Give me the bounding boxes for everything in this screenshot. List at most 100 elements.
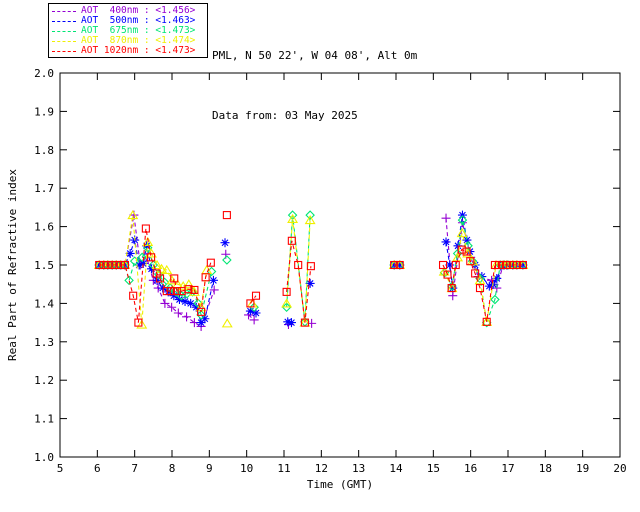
asterisk-marker (445, 260, 455, 270)
square-marker (197, 307, 206, 316)
square-marker (108, 260, 117, 270)
square-marker (156, 274, 165, 283)
diamond-marker (222, 255, 232, 265)
asterisk-marker (134, 260, 144, 270)
x-tick-label: 20 (613, 462, 626, 475)
y-tick-label: 1.7 (34, 182, 54, 195)
square-marker (166, 287, 175, 296)
square-marker (512, 260, 522, 270)
plot-frame: 5 6 7 8 9 10 11 12 13 14 15 16 17 18 19 20 1.0 1.1 1.2 1.3 1… (34, 67, 627, 475)
square-marker (170, 274, 179, 283)
triangle-marker (221, 318, 233, 328)
asterisk-marker (125, 248, 135, 258)
square-marker (482, 317, 491, 326)
asterisk-marker (457, 210, 467, 220)
y-tick-label: 1.9 (34, 105, 54, 118)
x-axis-title: Time (GMT) (307, 478, 373, 491)
square-marker (141, 224, 150, 233)
plus-marker (173, 308, 183, 318)
asterisk-marker (208, 275, 218, 285)
asterisk-marker (395, 260, 405, 270)
square-marker (222, 211, 231, 220)
asterisk-marker (200, 314, 210, 324)
plus-marker (209, 285, 219, 295)
square-marker (206, 258, 215, 267)
x-tick-label: 14 (389, 462, 403, 475)
x-tick-label: 12 (315, 462, 328, 475)
y-axis-title: Real Part of Refractive index (6, 169, 19, 361)
square-marker (147, 253, 156, 262)
triangle-marker (156, 263, 168, 273)
legend-item-aot-870nm: AOT 870nm : <1.474> (52, 36, 204, 46)
legend-label: AOT 870nm : <1.474> (81, 35, 196, 46)
square-marker (306, 262, 315, 271)
square-marker (116, 260, 125, 270)
triangle-marker (161, 264, 173, 275)
legend-dash-swatch (52, 20, 76, 22)
legend-label: AOT 675nm : <1.473> (81, 25, 196, 36)
square-marker (184, 285, 193, 294)
series-line (248, 314, 255, 321)
header: PML, N 50 22', W 04 08', Alt 0m Data fro… (212, 6, 417, 166)
legend-item-aot-400nm: AOT 400nm : <1.456> (52, 6, 204, 16)
y-tick-label: 1.0 (34, 451, 54, 464)
y-tick-label: 1.6 (34, 221, 54, 234)
x-tick-label: 18 (539, 462, 552, 475)
asterisk-marker (286, 318, 296, 328)
plus-marker (249, 315, 259, 325)
series-line (99, 228, 212, 323)
series-line (444, 219, 523, 323)
x-tick-label: 9 (206, 462, 213, 475)
plus-marker (441, 213, 451, 223)
square-marker (471, 269, 480, 278)
square-marker (99, 260, 108, 270)
square-marker (120, 260, 130, 270)
station-info: PML, N 50 22', W 04 08', Alt 0m (212, 49, 418, 62)
legend-dash-swatch (52, 30, 76, 32)
diamond-marker (142, 242, 153, 253)
asterisk-marker (441, 237, 451, 247)
x-tick-label: 16 (464, 462, 477, 475)
square-marker (457, 245, 466, 254)
square-marker (294, 260, 303, 270)
asterisk-marker (186, 298, 196, 308)
square-marker (251, 291, 261, 300)
square-marker (172, 287, 181, 296)
diamond-marker (196, 310, 206, 320)
triangle-marker (456, 228, 468, 238)
square-marker (395, 260, 404, 270)
square-marker (282, 287, 291, 296)
legend-dash-swatch (52, 40, 76, 42)
diamond-marker (305, 210, 315, 220)
series-line (249, 295, 257, 304)
x-tick-label: 17 (501, 462, 514, 475)
y-tick-label: 1.5 (34, 259, 54, 272)
square-marker (390, 260, 399, 270)
triangle-marker (304, 215, 316, 225)
asterisk-marker (196, 318, 206, 328)
square-marker (246, 299, 255, 308)
x-tick-label: 13 (352, 462, 365, 475)
asterisk-marker (146, 264, 156, 274)
legend-item-aot-500nm: AOT 500nm : <1.463> (52, 16, 204, 26)
asterisk-marker (448, 283, 458, 293)
square-marker (287, 236, 296, 245)
square-marker (466, 257, 475, 266)
square-marker (508, 260, 517, 270)
square-marker (494, 260, 504, 270)
y-tick-label: 1.8 (34, 144, 54, 157)
legend-dash-swatch (52, 50, 76, 52)
triangle-marker (127, 210, 139, 220)
series-line (442, 248, 523, 322)
y-tick-label: 1.3 (34, 336, 54, 349)
y-tick-label: 2.0 (34, 67, 54, 80)
asterisk-marker (169, 291, 179, 301)
diamond-marker (281, 302, 292, 313)
square-marker (518, 260, 527, 270)
square-marker (201, 273, 210, 282)
legend-item-aot-675nm: AOT 675nm : <1.473> (52, 26, 204, 36)
asterisk-marker (251, 308, 261, 318)
x-tick-label: 8 (169, 462, 176, 475)
asterisk-marker (245, 306, 255, 316)
